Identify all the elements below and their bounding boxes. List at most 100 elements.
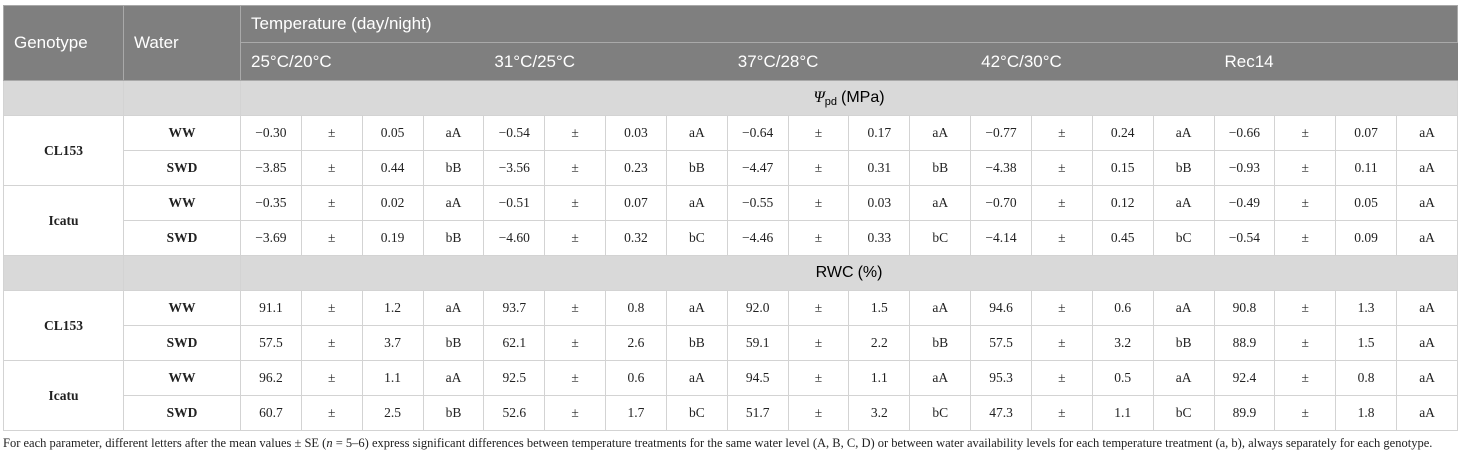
header-cell: Temperature (day/night) — [239, 5, 1459, 43]
value-cell: 0.19 — [361, 220, 424, 256]
water-cell: WW — [123, 290, 241, 326]
value-cell: ± — [787, 290, 850, 326]
value-cell: −4.14 — [970, 220, 1032, 256]
value-cell: aA — [909, 185, 972, 221]
value-cell: 57.5 — [970, 325, 1032, 361]
footnote-italic: n — [326, 436, 333, 450]
value-cell: bB — [1152, 325, 1215, 361]
value-cell: ± — [1274, 395, 1337, 431]
water-cell: WW — [123, 185, 241, 221]
value-cell: −0.54 — [1213, 220, 1276, 256]
value-cell: aA — [909, 115, 972, 151]
parameter-subscript: pd — [824, 95, 838, 108]
value-cell: ± — [544, 115, 607, 151]
value-cell: aA — [1396, 150, 1459, 186]
value-cell: aA — [665, 290, 728, 326]
value-cell: aA — [665, 360, 728, 396]
value-cell: −0.66 — [1213, 115, 1276, 151]
value-cell: 1.1 — [1091, 395, 1154, 431]
value-cell: aA — [1396, 290, 1459, 326]
data-row: Icatu WW 96.2 ±1.1 aA 92.5 ±0.6 aA 94.5 ±1.1 aA 95.… — [3, 360, 1459, 431]
value-cell: 96.2 — [240, 360, 302, 396]
value-cell: ± — [787, 115, 850, 151]
value-cell: bB — [665, 325, 728, 361]
value-cell: 0.24 — [1091, 115, 1154, 151]
value-cell: 1.1 — [848, 360, 911, 396]
value-cell: 0.02 — [361, 185, 424, 221]
value-cell: ± — [787, 325, 850, 361]
value-cell: 94.6 — [970, 290, 1032, 326]
value-cell: aA — [422, 360, 485, 396]
value-cell: bC — [1152, 395, 1215, 431]
value-cell: ± — [1030, 360, 1093, 396]
value-cell: 3.2 — [848, 395, 911, 431]
value-cell: ± — [300, 220, 363, 256]
genotype-cell: Icatu — [3, 185, 124, 256]
value-cell: 0.09 — [1335, 220, 1398, 256]
genotype-cell: Icatu — [3, 360, 124, 431]
parameter-symbol: Ψ — [813, 88, 825, 106]
value-cell: aA — [1152, 115, 1215, 151]
value-cell: 92.4 — [1213, 360, 1276, 396]
footnote: For each parameter, different letters af… — [3, 435, 1453, 452]
value-cell: ± — [300, 185, 363, 221]
header-cell: 37°C/28°C — [726, 42, 972, 81]
value-cell: aA — [1396, 395, 1459, 431]
value-cell: aA — [422, 115, 485, 151]
value-cell: bC — [1152, 220, 1215, 256]
footnote-text: = 5–6) express significant differences b… — [332, 436, 1433, 450]
value-cell: aA — [1396, 185, 1459, 221]
header-row: 25°C/20°C 31°C/25°C 37°C/28°C 42°C/30°C Rec1… — [4, 42, 1459, 81]
value-cell: ± — [1030, 395, 1093, 431]
value-cell: ± — [1274, 360, 1337, 396]
table-body: Ψpd (MPa) CL153 WW −0.30 ±0.05 aA −0.54 ±0.03 aA −… — [3, 80, 1459, 431]
data-row: SWD 60.7 ±2.5 bB 52.6 ±1.7 bC 51.7 ±3.2 bC 47.3 ±1.… — [4, 395, 1459, 431]
value-cell: ± — [1274, 185, 1337, 221]
value-cell: −3.56 — [483, 150, 546, 186]
value-cell: bB — [909, 325, 972, 361]
value-cell: 0.12 — [1091, 185, 1154, 221]
data-row: CL153 WW −0.30 ±0.05 aA −0.54 ±0.03 aA −0.64 ±0.1… — [3, 115, 1459, 186]
value-cell: −0.55 — [726, 185, 789, 221]
value-cell: 1.7 — [605, 395, 667, 431]
value-cell: 0.05 — [361, 115, 424, 151]
water-cell: SWD — [123, 150, 241, 186]
value-cell: 57.5 — [240, 325, 302, 361]
value-cell: ± — [300, 290, 363, 326]
parameter-unit: (%) — [857, 264, 883, 281]
value-cell: 52.6 — [483, 395, 546, 431]
value-cell: aA — [665, 185, 728, 221]
value-cell: 60.7 — [240, 395, 302, 431]
value-cell: ± — [1030, 185, 1093, 221]
value-cell: 0.44 — [361, 150, 424, 186]
parameter-unit: (MPa) — [841, 88, 885, 106]
value-cell: ± — [300, 150, 363, 186]
value-cell: 1.5 — [1335, 325, 1398, 361]
value-cell: 59.1 — [726, 325, 789, 361]
header-cell: Genotype — [3, 5, 124, 81]
header-cell: 31°C/25°C — [483, 42, 728, 81]
value-cell: bB — [665, 150, 728, 186]
value-cell: ± — [544, 360, 607, 396]
value-cell: bB — [1152, 150, 1215, 186]
value-cell: 92.5 — [483, 360, 546, 396]
value-cell: ± — [300, 325, 363, 361]
water-cell: SWD — [123, 395, 241, 431]
value-cell: 0.05 — [1335, 185, 1398, 221]
section-title: RWC (%) — [239, 255, 1459, 291]
value-cell: ± — [544, 220, 607, 256]
value-cell: bB — [422, 325, 485, 361]
header-cell: 25°C/20°C — [239, 42, 485, 81]
value-cell: ± — [1030, 150, 1093, 186]
value-cell: −4.46 — [726, 220, 789, 256]
value-cell: ± — [300, 395, 363, 431]
cell — [123, 255, 241, 291]
value-cell: 0.07 — [605, 185, 667, 221]
value-cell: aA — [1152, 360, 1215, 396]
value-cell: 2.5 — [361, 395, 424, 431]
value-cell: 0.15 — [1091, 150, 1154, 186]
data-row: SWD −3.85 ±0.44 bB −3.56 ±0.23 bB −4.47 ±0.31 bB −… — [4, 150, 1459, 186]
value-cell: ± — [787, 360, 850, 396]
value-cell: −0.93 — [1213, 150, 1276, 186]
value-cell: 0.11 — [1335, 150, 1398, 186]
